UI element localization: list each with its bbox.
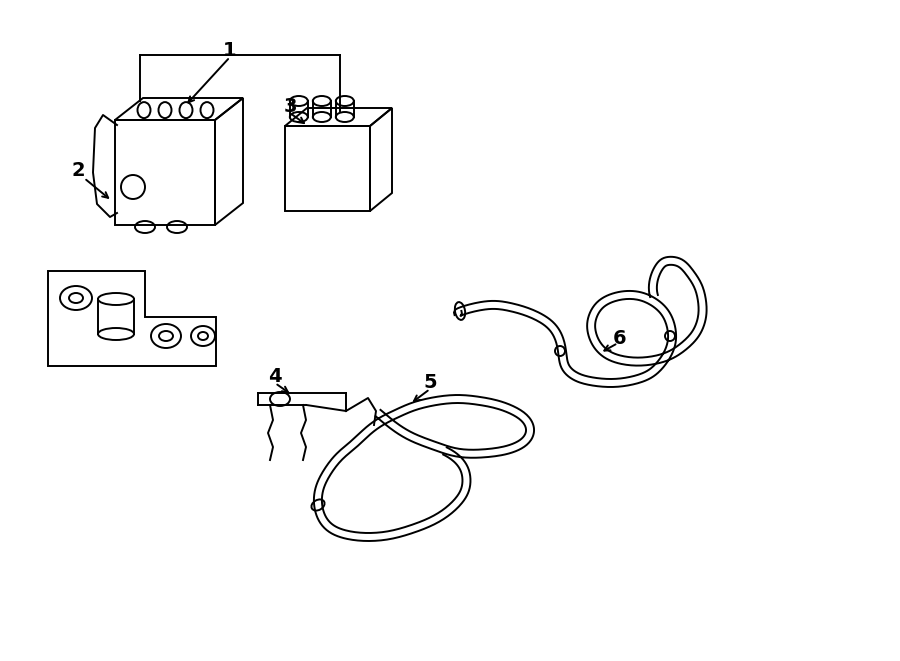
- Text: 3: 3: [284, 97, 297, 116]
- Text: 2: 2: [71, 161, 85, 180]
- Text: 4: 4: [268, 366, 282, 385]
- Text: 6: 6: [613, 329, 626, 348]
- Text: 1: 1: [223, 42, 237, 61]
- Text: 5: 5: [423, 373, 436, 393]
